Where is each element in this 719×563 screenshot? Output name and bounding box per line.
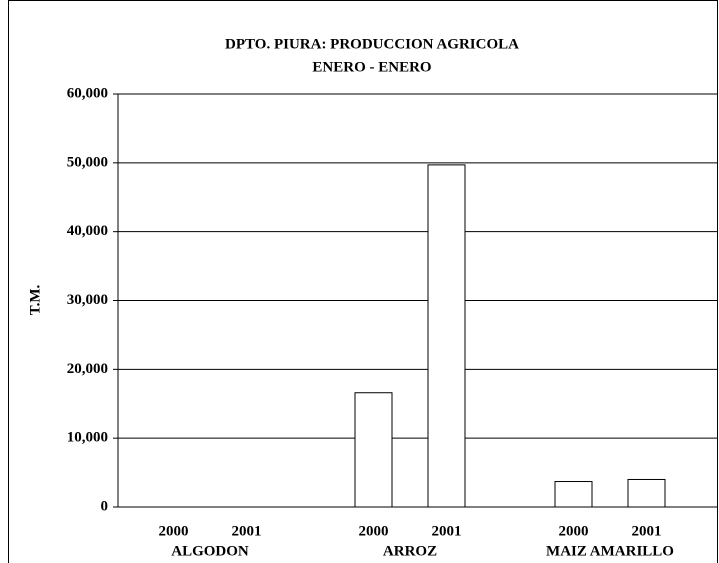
x-sub-label: 2000 <box>559 523 589 539</box>
y-axis-label: T.M. <box>27 284 43 315</box>
bar <box>554 481 593 508</box>
x-tick-label: ARROZ <box>383 543 437 559</box>
chart-title: DPTO. PIURA: PRODUCCION AGRICOLA <box>225 36 519 52</box>
bar <box>627 478 666 508</box>
bar <box>427 164 466 508</box>
y-tick-label: 0 <box>101 498 109 514</box>
x-tick-label: ALGODON <box>171 543 249 559</box>
y-tick-label: 60,000 <box>67 85 108 101</box>
y-tick-label: 20,000 <box>67 361 108 377</box>
x-sub-label: 2001 <box>432 523 462 539</box>
y-tick-label: 10,000 <box>67 430 108 446</box>
y-tick-label: 50,000 <box>67 154 108 170</box>
chart-subtitle: ENERO - ENERO <box>312 59 431 75</box>
x-sub-label: 2001 <box>232 523 262 539</box>
x-tick-label: MAIZ AMARILLO <box>546 543 674 559</box>
x-sub-label: 2000 <box>359 523 389 539</box>
y-tick-label: 40,000 <box>67 223 108 239</box>
bar <box>354 392 393 508</box>
y-tick-label: 30,000 <box>67 292 108 308</box>
x-sub-label: 2001 <box>632 523 662 539</box>
frame <box>8 0 718 563</box>
x-sub-label: 2000 <box>159 523 189 539</box>
